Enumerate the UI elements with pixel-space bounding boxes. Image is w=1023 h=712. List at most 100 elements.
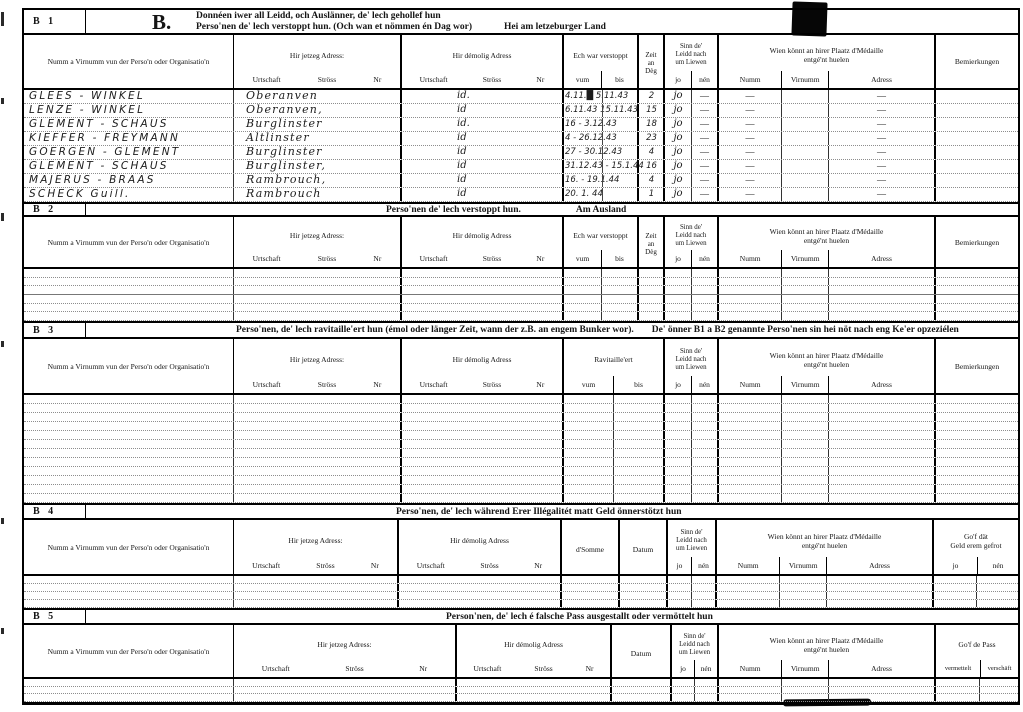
nen-cell bbox=[692, 303, 719, 312]
bemierkungen-cell bbox=[936, 90, 1018, 103]
numm-cell bbox=[719, 467, 782, 475]
stross-label: Ströss bbox=[482, 75, 502, 84]
name-cell bbox=[24, 277, 234, 286]
dates-cell: 16 - 3.12.43 bbox=[564, 118, 639, 131]
col-header-medaille: Wien könnt an hirer Plaatz d'Médaille ent… bbox=[719, 217, 936, 267]
table-row bbox=[24, 431, 1018, 440]
col-header-geld-gefrot: Go'f dät Geld erem gefrot jo nén bbox=[934, 520, 1018, 574]
b5-section-id: B 5 bbox=[24, 610, 86, 623]
jo-cell bbox=[665, 467, 692, 475]
table-row: GLEES - WINKEL Oberanven id. 4.11.█ 5.11… bbox=[24, 90, 1018, 104]
urtschaft-cell bbox=[234, 286, 402, 295]
nen-label: nén bbox=[690, 376, 717, 393]
adress-cell bbox=[829, 686, 936, 694]
form-table: B 1 B. Donnéen iwer all Leidd, och Auslä… bbox=[22, 8, 1020, 705]
urtschaft-cell bbox=[234, 679, 457, 686]
adress-cell bbox=[829, 679, 936, 686]
demolig-cell bbox=[399, 592, 562, 599]
b2-column-header: Numm a Virnumm vun der Perso'n oder Orga… bbox=[24, 217, 1018, 269]
numm-cell bbox=[719, 295, 782, 303]
urtschaft-label: Urtschaft bbox=[419, 75, 448, 84]
stross-label: Ströss bbox=[480, 561, 499, 570]
bemierkungen-cell bbox=[936, 494, 1018, 502]
bemierkungen-cell bbox=[936, 395, 1018, 403]
bemierkungen-cell bbox=[936, 286, 1018, 294]
stross-label: Ströss bbox=[317, 75, 337, 84]
b4-section-id: B 4 bbox=[24, 505, 86, 518]
vermettelt-label: vermettelt bbox=[944, 665, 972, 672]
table-row bbox=[24, 476, 1018, 485]
numm-label: Numm bbox=[739, 380, 761, 389]
section-b1: B 1 B. Donnéen iwer all Leidd, och Auslä… bbox=[24, 10, 1018, 202]
demolig-label: Hir démolig Adress bbox=[450, 536, 509, 545]
urtschaft-cell: Burglinster bbox=[234, 146, 402, 159]
gof-nen-cell bbox=[977, 600, 1018, 607]
virnumm-cell bbox=[782, 404, 829, 412]
urtschaft-cell bbox=[234, 592, 399, 599]
urtschaft-label: Urtschaft bbox=[419, 254, 448, 263]
gof-jo-cell bbox=[934, 584, 977, 591]
section-b5: B 5 Person'nen, de' lech é falsche Pass … bbox=[24, 608, 1018, 703]
bemierkungen-cell bbox=[936, 295, 1018, 303]
jo-cell bbox=[665, 269, 692, 277]
table-row: GLEMENT - SCHAUS Burglinster id. 16 - 3.… bbox=[24, 118, 1018, 132]
gof-nen-cell bbox=[977, 576, 1018, 583]
col-header-jetzeg-adress: Hir jetzeg Adress: Urtschaft Ströss Nr bbox=[234, 339, 402, 393]
adress-cell bbox=[829, 476, 936, 484]
demolig-cell bbox=[402, 303, 564, 312]
demolig-cell bbox=[402, 440, 564, 448]
jetzeg-label: Hir jetzeg Adress: bbox=[289, 231, 345, 240]
stross-label: Ströss bbox=[316, 561, 335, 570]
col-header-pass: Go'f de Pass vermettelt verschäft bbox=[936, 625, 1018, 677]
table-row: GLEMENT - SCHAUS Burglinster, id 31.12.4… bbox=[24, 160, 1018, 174]
numm-cell bbox=[719, 485, 782, 493]
table-row bbox=[24, 600, 1018, 608]
urtschaft-cell bbox=[234, 576, 399, 583]
adress-cell bbox=[827, 600, 934, 607]
bis-cell bbox=[602, 295, 639, 303]
nen-cell bbox=[695, 686, 719, 694]
jo-label: jo bbox=[676, 561, 683, 570]
virnumm-label: Virnumm bbox=[781, 250, 828, 267]
nr-label: Nr bbox=[373, 254, 382, 263]
adress-cell bbox=[829, 440, 936, 448]
b2-title: Perso'nen de' lech verstoppt hun. bbox=[386, 204, 521, 215]
vum-cell bbox=[564, 467, 614, 475]
vum-cell bbox=[564, 312, 602, 321]
nen-cell bbox=[692, 312, 719, 321]
col-header-bemierkungen: Bemierkungen bbox=[954, 237, 1000, 247]
virnumm-label: Virnumm bbox=[781, 71, 828, 88]
numm-cell bbox=[717, 600, 780, 607]
bis-cell bbox=[614, 476, 665, 484]
nen-cell bbox=[695, 694, 719, 702]
numm-cell bbox=[719, 694, 782, 702]
name-cell bbox=[24, 312, 234, 321]
col-header-ravitaille: Ravitaille'ert vum bis bbox=[564, 339, 665, 393]
col-header-medaille: Wien könnt an hirer Plaatz d'Médaille ent… bbox=[719, 339, 936, 393]
urtschaft-cell: Burglinster, bbox=[234, 160, 402, 173]
demolig-cell bbox=[399, 584, 562, 591]
jo-cell bbox=[665, 485, 692, 493]
urtschaft-cell: Rambrouch, bbox=[234, 174, 402, 187]
virnumm-cell bbox=[782, 286, 829, 295]
medaille-label: Wien könnt an hirer Plaatz d'Médaille ent… bbox=[769, 226, 884, 245]
nen-cell bbox=[692, 286, 719, 295]
adress-cell bbox=[829, 404, 936, 412]
demolig-cell: id bbox=[402, 104, 564, 117]
nen-cell bbox=[692, 485, 719, 493]
col-header-medaille: Wien könnt an hirer Plaatz d'Médaille ent… bbox=[717, 520, 934, 574]
name-cell bbox=[24, 404, 234, 412]
bis-cell bbox=[614, 494, 665, 502]
b1-rows: GLEES - WINKEL Oberanven id. 4.11.█ 5.11… bbox=[24, 90, 1018, 202]
virnumm-cell bbox=[782, 295, 829, 303]
datum-label: Datum bbox=[630, 648, 652, 658]
demolig-cell bbox=[402, 476, 564, 484]
nen-cell bbox=[692, 458, 719, 466]
col-header-sinn: Sinn de' Leidd nach um Liewen jo nén bbox=[672, 625, 719, 677]
b4-rows bbox=[24, 576, 1018, 608]
urtschaft-label: Urtschaft bbox=[419, 380, 448, 389]
somme-cell bbox=[562, 592, 620, 599]
nen-cell bbox=[695, 679, 719, 686]
virnumm-cell bbox=[782, 467, 829, 475]
b3-section-id: B 3 bbox=[24, 323, 86, 337]
